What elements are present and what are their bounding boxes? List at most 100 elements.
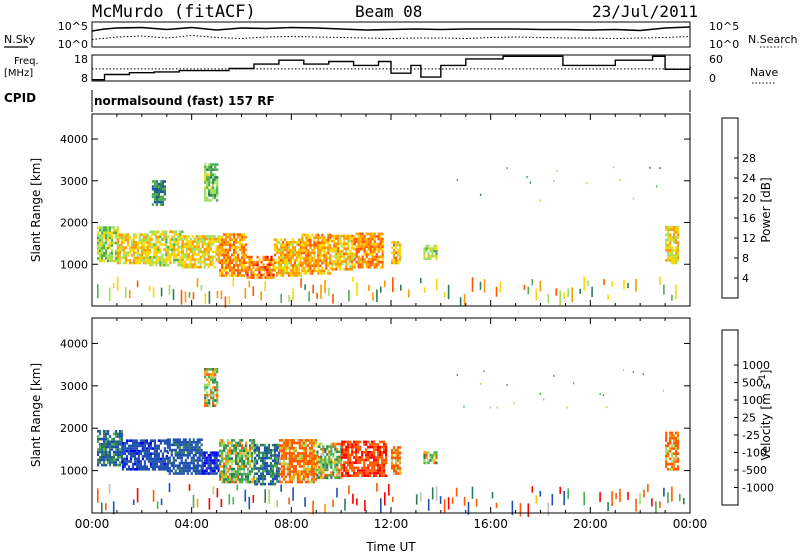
scatter-cell [371, 453, 374, 457]
scatter-cell [199, 258, 202, 261]
scatter-cell [291, 264, 294, 267]
scatter-cell [310, 441, 313, 445]
scatter-cell [371, 443, 374, 446]
scatter-cell [149, 457, 152, 461]
scatter-cell [295, 240, 298, 244]
scatter-cell [379, 456, 382, 459]
scatter-cell [132, 499, 135, 505]
scatter-cell [107, 437, 110, 441]
scatter-cell [235, 462, 238, 466]
scatter-cell [107, 228, 110, 232]
scatter-cell [127, 447, 131, 450]
scatter-cell [294, 459, 297, 463]
scatter-cell [615, 493, 617, 500]
scatter-cell [619, 179, 621, 181]
scatter-cell [377, 248, 380, 251]
scatter-cell [99, 246, 102, 250]
scatter-cell [145, 452, 148, 455]
scatter-cell [187, 242, 190, 246]
scatter-cell [309, 238, 312, 242]
scatter-cell [391, 451, 394, 454]
scatter-cell [210, 388, 213, 392]
scatter-cell [671, 468, 674, 471]
scatter-cell [345, 252, 348, 256]
scatter-cell [132, 248, 136, 252]
scatter-cell [172, 289, 175, 300]
scatter-cell [233, 475, 236, 479]
scatter-cell [241, 243, 244, 247]
scatter-cell [264, 266, 267, 269]
scatter-cell [300, 454, 303, 458]
scatter-cell [302, 475, 305, 479]
scatter-cell [243, 235, 246, 239]
scatter-cell [194, 467, 197, 470]
scatter-cell [201, 461, 204, 465]
scatter-cell [373, 245, 376, 248]
scatter-cell [130, 261, 134, 265]
scatter-cell [217, 240, 220, 243]
scatter-cell [351, 265, 354, 268]
scatter-cell [553, 374, 555, 377]
scatter-cell [252, 266, 255, 269]
scatter-cell [225, 274, 228, 277]
scatter-cell [103, 241, 106, 245]
scatter-cell [312, 472, 315, 476]
scatter-cell [105, 239, 108, 242]
scatter-cell [243, 478, 246, 481]
scatter-cell [184, 467, 187, 470]
scatter-cell [143, 468, 146, 471]
scatter-cell [334, 458, 337, 461]
scatter-cell [108, 246, 112, 250]
y-tick-label: 3000 [60, 175, 88, 188]
scatter-cell [135, 439, 139, 442]
scatter-cell [331, 265, 334, 268]
scatter-cell [331, 250, 334, 253]
scatter-cell [669, 447, 672, 450]
scatter-cell [206, 368, 209, 371]
scatter-cell [187, 265, 190, 269]
scatter-cell [227, 266, 230, 270]
scatter-cell [309, 264, 312, 268]
scatter-cell [272, 276, 275, 279]
scatter-cell [314, 441, 317, 445]
scatter-cell [196, 498, 199, 508]
scatter-cell [209, 464, 212, 467]
scatter-cell [155, 203, 158, 206]
scatter-cell [343, 234, 346, 238]
scatter-cell [214, 194, 217, 197]
scatter-cell [267, 472, 271, 475]
scatter-cell [114, 448, 118, 451]
scatter-cell [277, 451, 281, 455]
scatter-cell [357, 235, 360, 238]
scatter-cell [355, 248, 358, 251]
scatter-cell [203, 255, 206, 259]
scatter-cell [146, 254, 149, 257]
scatter-cell [425, 456, 428, 460]
scatter-cell [243, 258, 246, 262]
scatter-cell [337, 257, 340, 261]
scatter-cell [357, 242, 360, 246]
scatter-cell [180, 459, 183, 462]
scatter-cell [207, 459, 210, 462]
scatter-cell [229, 256, 232, 259]
scatter-cell [110, 249, 114, 252]
scatter-cell [319, 272, 322, 275]
scatter-cell [377, 237, 380, 241]
scatter-cell [180, 472, 183, 475]
scatter-cell [206, 196, 209, 200]
scatter-cell [341, 244, 344, 248]
scatter-cell [316, 450, 319, 454]
scatter-cell [126, 238, 130, 242]
scatter-cell [400, 284, 402, 291]
scatter-cell [157, 256, 160, 259]
scatter-cell [123, 462, 127, 466]
scatter-cell [211, 235, 214, 238]
scatter-cell [363, 245, 366, 248]
scatter-cell [157, 185, 160, 188]
scatter-cell [310, 475, 313, 479]
scatter-cell [359, 469, 362, 472]
scatter-cell [210, 181, 213, 184]
scatter-cell [135, 452, 139, 455]
scatter-cell [667, 238, 670, 242]
scatter-cell [397, 456, 400, 460]
